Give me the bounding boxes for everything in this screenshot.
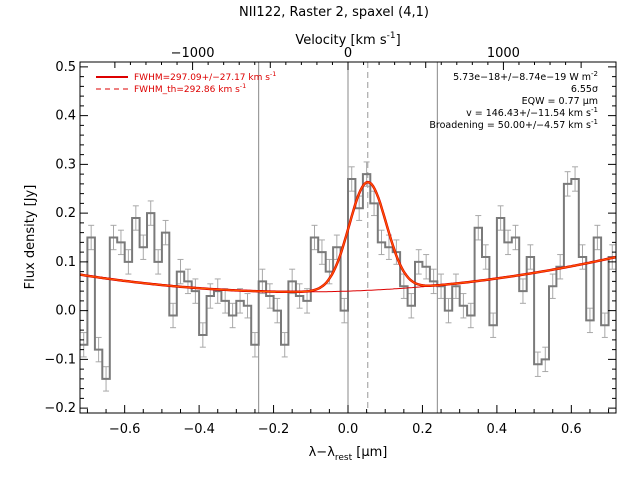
tick-labels: −0.6 −0.4 −0.2 0.0 0.2 0.4 0.6 −0.2 −0.1 0.0 0.1 0.…: [44, 46, 581, 437]
annotation-broadening-text: Broadening = 50.00+/−4.57 km s: [429, 120, 591, 131]
chart-title: NII122, Raster 2, spaxel (4,1): [239, 5, 429, 20]
legend-item-fwhm-sup: -1: [270, 70, 276, 78]
top-tick-label: 1000: [487, 46, 520, 61]
legend-item-fwhm-th: FWHM_th=292.86 km s-1: [134, 82, 246, 95]
y-tick-label: 0.2: [55, 206, 76, 221]
top-tick-label: 0: [344, 46, 352, 61]
top-tick-label: −1000: [171, 46, 215, 61]
x-tick-label: −0.6: [109, 422, 141, 437]
annotation-broadening-sup: -1: [591, 118, 598, 126]
legend: FWHM=297.09+/−27.17 km s-1 FWHM_th=292.8…: [96, 70, 276, 95]
y-axis-label: Flux density [Jy]: [23, 185, 38, 290]
legend-item-fwhm: FWHM=297.09+/−27.17 km s-1: [134, 70, 276, 83]
spectrum-step-line: [80, 173, 616, 380]
top-axis-label: Velocity [km s-1]: [295, 31, 400, 48]
x-tick-label: 0.6: [561, 422, 582, 437]
x-tick-label: 0.0: [338, 422, 359, 437]
y-tick-label: 0.5: [55, 60, 76, 75]
annotation-velocity-sup: -1: [591, 106, 598, 114]
annotation-flux-sup: -2: [591, 70, 598, 78]
y-tick-label: 0.0: [55, 304, 76, 319]
y-tick-label: 0.1: [55, 255, 76, 270]
x-axis-label-unit: [μm]: [352, 445, 387, 460]
annotation-flux: 5.73e−18+/−8.74e−19 W m-2: [453, 70, 598, 83]
annotation-velocity-text: v = 146.43+/−11.54 km s: [466, 108, 591, 119]
legend-item-fwhm-th-sup: -1: [240, 82, 246, 90]
x-tick-label: 0.2: [412, 422, 433, 437]
annotation-broadening: Broadening = 50.00+/−4.57 km s-1: [429, 118, 598, 131]
annotation-velocity: v = 146.43+/−11.54 km s-1: [466, 106, 598, 119]
legend-item-fwhm-text: FWHM=297.09+/−27.17 km s: [134, 73, 270, 83]
y-tick-label: −0.2: [44, 401, 76, 416]
annotation-flux-text: 5.73e−18+/−8.74e−19 W m: [453, 72, 591, 83]
top-axis-label-close: ]: [396, 33, 401, 48]
x-axis-label-sub: rest: [335, 453, 353, 463]
fit-model: [79, 180, 617, 294]
x-axis-label-main: λ−λ: [309, 445, 336, 460]
y-tick-label: −0.1: [44, 352, 76, 367]
legend-item-fwhm-th-text: FWHM_th=292.86 km s: [134, 85, 240, 95]
annotation-sigma: 6.55σ: [571, 84, 598, 95]
y-tick-label: 0.4: [55, 109, 76, 124]
spectrum-series: [80, 173, 616, 380]
x-tick-label: 0.4: [487, 422, 508, 437]
fit-annotations: 5.73e−18+/−8.74e−19 W m-2 6.55σ EQW = 0.…: [429, 70, 598, 131]
top-axis-label-main: Velocity [km s: [295, 33, 387, 48]
y-tick-label: 0.3: [55, 157, 76, 172]
axes: [79, 61, 617, 414]
annotation-eqw: EQW = 0.77 μm: [522, 96, 598, 107]
x-axis-label: λ−λrest [μm]: [309, 445, 388, 463]
x-tick-label: −0.2: [258, 422, 290, 437]
x-tick-label: −0.4: [183, 422, 215, 437]
gaussian-fit-line: [79, 181, 617, 293]
top-axis-label-sup: -1: [387, 31, 396, 41]
